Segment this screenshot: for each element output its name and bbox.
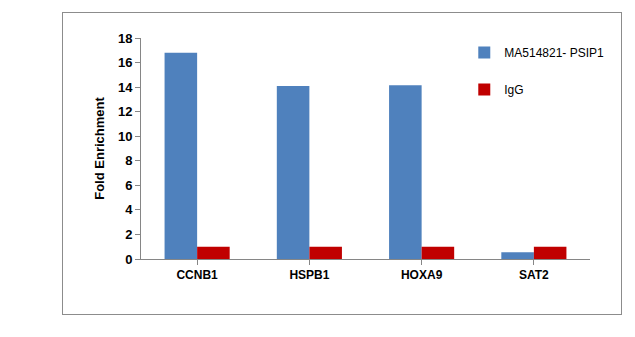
svg-text:12: 12: [118, 104, 132, 119]
svg-text:MA514821- PSIP1: MA514821- PSIP1: [504, 46, 604, 60]
svg-text:8: 8: [125, 153, 132, 168]
svg-text:HSPB1: HSPB1: [289, 268, 329, 282]
svg-text:14: 14: [118, 80, 133, 95]
svg-text:HOXA9: HOXA9: [401, 268, 443, 282]
svg-text:10: 10: [118, 129, 132, 144]
svg-text:16: 16: [118, 55, 132, 70]
svg-text:CCNB1: CCNB1: [176, 268, 218, 282]
svg-text:Fold Enrichment: Fold Enrichment: [92, 97, 107, 200]
svg-text:6: 6: [125, 178, 132, 193]
svg-text:IgG: IgG: [504, 83, 523, 97]
svg-text:4: 4: [125, 202, 133, 217]
svg-text:0: 0: [125, 252, 132, 267]
svg-text:SAT2: SAT2: [519, 268, 549, 282]
svg-text:18: 18: [118, 31, 132, 46]
svg-text:2: 2: [125, 227, 132, 242]
